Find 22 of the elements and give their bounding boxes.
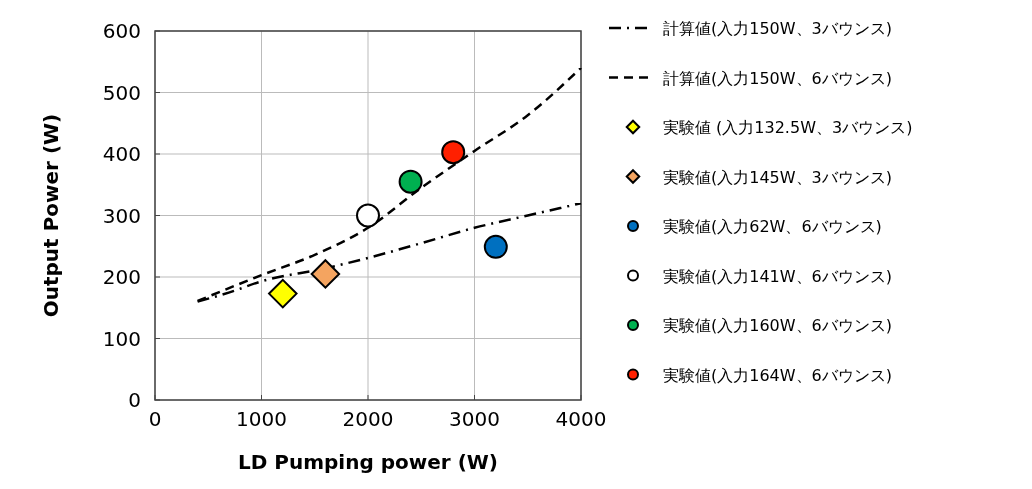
legend-label: 実験値(入力62W、6バウンス) xyxy=(663,217,882,236)
legend-label: 計算値(入力150W、3バウンス) xyxy=(663,19,893,38)
y-tick-label: 0 xyxy=(128,388,141,412)
y-tick-label: 600 xyxy=(102,19,141,43)
y-tick-label: 100 xyxy=(102,326,141,351)
y-axis-title: Output Power (W) xyxy=(39,113,63,318)
legend-label: 実験値(入力160W、6バウンス) xyxy=(663,316,893,335)
x-tick-label: 1000 xyxy=(236,407,287,431)
x-tick-label: 4000 xyxy=(555,407,607,431)
x-tick-label: 3000 xyxy=(449,407,500,431)
legend-label: 実験値(入力145W、3バウンス) xyxy=(663,167,893,187)
legend-label: 計算値(入力150W、6バウンス) xyxy=(663,68,893,88)
y-tick-label: 400 xyxy=(102,142,141,166)
legend-label: 実験値(入力164W、6バウンス) xyxy=(663,365,893,385)
x-axis-title: LD Pumping power (W) xyxy=(238,450,498,474)
x-tick-label: 2000 xyxy=(342,407,394,431)
legend-label: 実験値(入力141W、6バウンス) xyxy=(663,266,893,286)
y-tick-label: 200 xyxy=(102,265,141,289)
legend-label: 実験値 (入力132.5W、3バウンス) xyxy=(663,118,913,137)
y-tick-label: 300 xyxy=(102,203,141,228)
y-tick-label: 500 xyxy=(102,80,141,105)
x-tick-label: 0 xyxy=(148,407,162,431)
